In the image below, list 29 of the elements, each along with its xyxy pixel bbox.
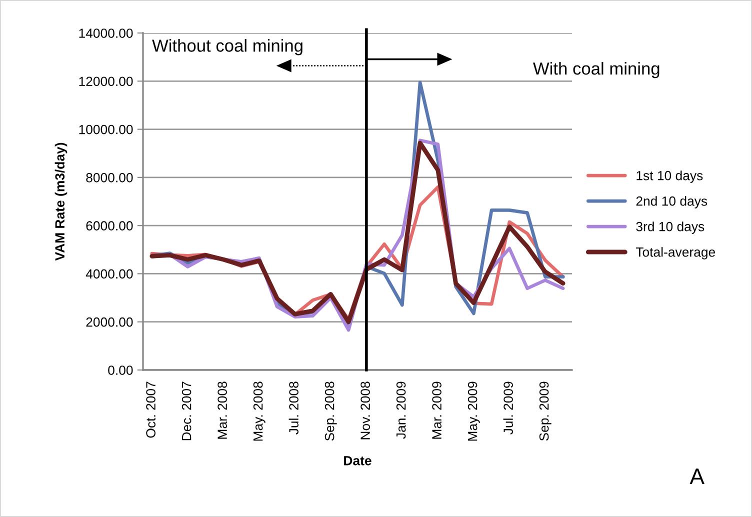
y-tick-label: 6000.00 (86, 221, 133, 230)
y-tick-label: 12000.00 (79, 76, 133, 86)
y-tick-label: 14000.00 (79, 28, 133, 38)
x-tick-label: Mar. 2009 (432, 382, 442, 439)
annotation: Without coal mining (152, 39, 302, 56)
x-axis-title: Date (344, 456, 372, 466)
legend-label: 3rd 10 days (636, 222, 704, 234)
x-tick-label: Sep. 2009 (539, 382, 552, 441)
y-axis-title: VAM Rate (m3/day) (54, 142, 68, 261)
x-tick-label: May. 2009 (468, 382, 480, 441)
y-tick-label: 4000.00 (86, 269, 133, 279)
x-tick-label: Mar. 2008 (218, 382, 227, 439)
x-tick-label: May. 2008 (253, 382, 266, 441)
y-tick-label: 2000.00 (86, 317, 133, 327)
x-tick-label: Dec. 2007 (182, 382, 192, 440)
y-tick-label: 10000.00 (79, 124, 133, 134)
y-tick-label: 8000.00 (86, 172, 133, 182)
legend-label: Total-average (636, 247, 716, 260)
x-tick-label: Jul. 2008 (288, 382, 298, 434)
x-tick-label: Sep. 2008 (324, 382, 337, 441)
x-tick-label: Oct. 2007 (146, 382, 156, 438)
annotation: With coal mining (533, 62, 660, 78)
y-tick-label: 0.00 (108, 366, 133, 375)
x-tick-label: Jan. 2009 (396, 382, 406, 439)
x-tick-label: Nov. 2008 (360, 382, 370, 440)
text: A (690, 468, 704, 484)
x-tick-label: Jul. 2009 (503, 382, 513, 434)
legend-label: 1st 10 days (636, 170, 703, 183)
legend-label: 2nd 10 days (636, 196, 708, 208)
